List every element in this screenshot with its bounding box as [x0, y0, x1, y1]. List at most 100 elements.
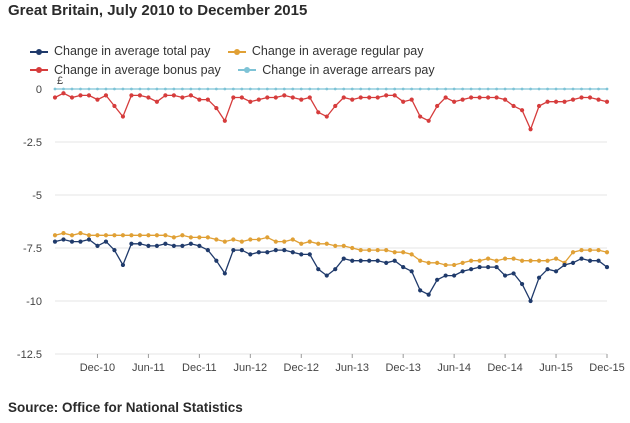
data-point-change-in-average-arrears-pay: [180, 87, 184, 91]
data-point-change-in-average-arrears-pay: [104, 87, 108, 91]
data-point-change-in-average-regular-pay: [163, 233, 168, 238]
data-point-change-in-average-total-pay: [452, 273, 457, 278]
data-point-change-in-average-bonus-pay: [231, 95, 236, 100]
data-point-change-in-average-arrears-pay: [257, 87, 261, 91]
data-point-change-in-average-total-pay: [553, 269, 559, 274]
data-point-change-in-average-arrears-pay: [130, 87, 133, 91]
data-point-change-in-average-arrears-pay: [350, 87, 354, 91]
data-point-change-in-average-arrears-pay: [605, 87, 609, 91]
data-point-change-in-average-total-pay: [486, 264, 491, 270]
data-point-change-in-average-arrears-pay: [452, 87, 456, 91]
data-point-change-in-average-regular-pay: [154, 233, 160, 238]
y-tick-label: 0: [36, 84, 42, 96]
data-point-change-in-average-arrears-pay: [401, 87, 405, 91]
data-point-change-in-average-regular-pay: [146, 233, 151, 238]
data-point-change-in-average-total-pay: [239, 248, 244, 253]
data-point-change-in-average-regular-pay: [511, 256, 516, 261]
data-point-change-in-average-total-pay: [146, 243, 151, 248]
data-point-change-in-average-regular-pay: [460, 260, 465, 265]
data-point-change-in-average-regular-pay: [553, 256, 559, 261]
data-point-change-in-average-arrears-pay: [231, 87, 235, 91]
series-line-change-in-average-bonus-pay: [54, 92, 608, 132]
data-point-change-in-average-arrears-pay: [291, 87, 295, 91]
data-point-change-in-average-bonus-pay: [256, 97, 261, 102]
data-point-change-in-average-regular-pay: [324, 241, 329, 246]
data-point-change-in-average-total-pay: [52, 239, 58, 244]
data-point-change-in-average-regular-pay: [137, 233, 143, 238]
data-point-change-in-average-total-pay: [418, 288, 423, 293]
data-point-change-in-average-regular-pay: [197, 235, 202, 240]
data-point-change-in-average-total-pay: [316, 267, 321, 272]
data-point-change-in-average-bonus-pay: [222, 118, 227, 123]
data-point-change-in-average-arrears-pay: [223, 87, 227, 91]
data-point-change-in-average-regular-pay: [596, 248, 601, 253]
data-point-change-in-average-bonus-pay: [375, 95, 380, 100]
legend-item-total-pay[interactable]: Change in average total pay: [30, 43, 210, 60]
data-point-change-in-average-bonus-pay: [367, 95, 372, 100]
data-point-change-in-average-bonus-pay: [307, 95, 312, 100]
data-point-change-in-average-bonus-pay: [324, 114, 329, 119]
data-point-change-in-average-bonus-pay: [282, 93, 287, 98]
x-tick-label: Dec-14: [487, 362, 522, 374]
data-point-change-in-average-bonus-pay: [460, 97, 465, 102]
data-point-change-in-average-regular-pay: [350, 245, 355, 251]
chart-title: Great Britain, July 2010 to December 201…: [8, 2, 308, 19]
data-point-change-in-average-arrears-pay: [384, 87, 388, 91]
data-point-change-in-average-bonus-pay: [78, 93, 83, 98]
data-point-change-in-average-regular-pay: [86, 233, 92, 238]
data-point-change-in-average-arrears-pay: [512, 87, 515, 91]
data-point-change-in-average-bonus-pay: [69, 95, 75, 100]
data-point-change-in-average-total-pay: [163, 241, 168, 246]
data-point-change-in-average-regular-pay: [214, 237, 219, 242]
data-point-change-in-average-regular-pay: [222, 239, 227, 244]
legend-item-bonus-pay[interactable]: Change in average bonus pay: [30, 62, 221, 79]
data-point-change-in-average-regular-pay: [52, 233, 58, 238]
data-point-change-in-average-bonus-pay: [494, 95, 499, 100]
data-point-change-in-average-bonus-pay: [562, 99, 567, 104]
data-point-change-in-average-total-pay: [502, 273, 508, 278]
data-point-change-in-average-bonus-pay: [248, 99, 253, 104]
data-point-change-in-average-total-pay: [171, 243, 176, 248]
data-point-change-in-average-regular-pay: [120, 233, 126, 238]
data-point-change-in-average-bonus-pay: [341, 95, 346, 100]
data-point-change-in-average-bonus-pay: [587, 95, 593, 100]
data-point-change-in-average-regular-pay: [78, 231, 83, 236]
data-point-change-in-average-arrears-pay: [461, 87, 465, 91]
data-point-change-in-average-arrears-pay: [427, 87, 431, 91]
data-point-change-in-average-total-pay: [435, 277, 440, 282]
data-point-change-in-average-arrears-pay: [588, 87, 592, 91]
y-tick-label: -7.5: [23, 243, 42, 255]
data-point-change-in-average-total-pay: [205, 248, 210, 253]
series-line-change-in-average-total-pay: [54, 238, 608, 303]
data-point-change-in-average-total-pay: [570, 260, 576, 265]
y-tick-label: -2.5: [23, 137, 42, 149]
data-point-change-in-average-total-pay: [562, 262, 567, 268]
data-point-change-in-average-arrears-pay: [274, 87, 278, 91]
data-point-change-in-average-total-pay: [61, 237, 66, 242]
data-point-change-in-average-total-pay: [460, 269, 465, 274]
data-point-change-in-average-arrears-pay: [197, 87, 201, 91]
data-point-change-in-average-regular-pay: [188, 235, 193, 240]
data-point-change-in-average-arrears-pay: [597, 87, 600, 91]
data-point-change-in-average-bonus-pay: [197, 97, 202, 102]
data-point-change-in-average-arrears-pay: [486, 87, 490, 91]
data-point-change-in-average-bonus-pay: [536, 103, 542, 109]
data-point-change-in-average-total-pay: [375, 258, 380, 263]
data-point-change-in-average-regular-pay: [502, 256, 508, 261]
data-point-change-in-average-bonus-pay: [469, 95, 474, 100]
legend-item-arrears-pay[interactable]: Change in average arrears pay: [238, 62, 435, 79]
data-point-change-in-average-bonus-pay: [502, 97, 508, 102]
data-point-change-in-average-arrears-pay: [520, 87, 524, 91]
data-point-change-in-average-total-pay: [477, 264, 482, 270]
data-point-change-in-average-regular-pay: [103, 233, 109, 238]
data-point-change-in-average-total-pay: [180, 243, 185, 248]
data-point-change-in-average-arrears-pay: [435, 87, 439, 91]
data-point-change-in-average-total-pay: [112, 248, 117, 253]
data-point-change-in-average-regular-pay: [570, 250, 576, 255]
data-point-change-in-average-total-pay: [519, 281, 525, 287]
data-point-change-in-average-bonus-pay: [214, 105, 219, 111]
data-point-change-in-average-total-pay: [367, 258, 372, 263]
legend-item-regular-pay[interactable]: Change in average regular pay: [227, 43, 424, 60]
data-point-change-in-average-regular-pay: [282, 239, 287, 244]
